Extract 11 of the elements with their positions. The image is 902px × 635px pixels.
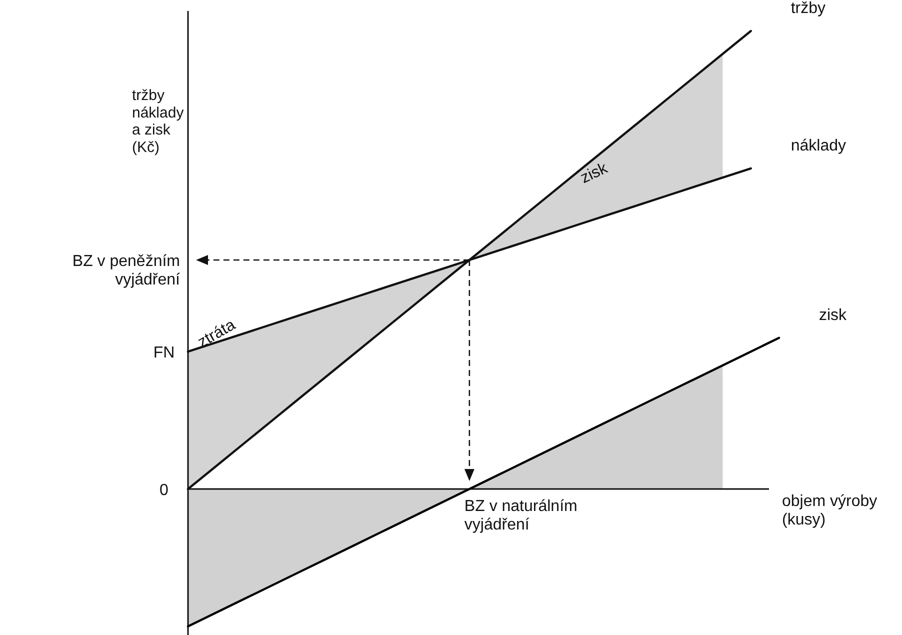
annotation: ztráta xyxy=(195,316,238,352)
text: FN xyxy=(153,344,175,362)
text: náklady xyxy=(790,137,846,154)
annotation: zisk xyxy=(578,160,612,188)
annotation: BZ v naturálním vyjádření xyxy=(464,498,578,534)
text: 0 xyxy=(160,482,169,499)
text: BZ v peněžním vyjádření xyxy=(72,253,181,288)
text: tržby xyxy=(790,0,826,17)
y-axis-title: tržby náklady a zisk (Kč) xyxy=(132,87,184,156)
text: zisk xyxy=(819,306,848,324)
x-axis-title: objem výroby (kusy) xyxy=(782,493,878,528)
